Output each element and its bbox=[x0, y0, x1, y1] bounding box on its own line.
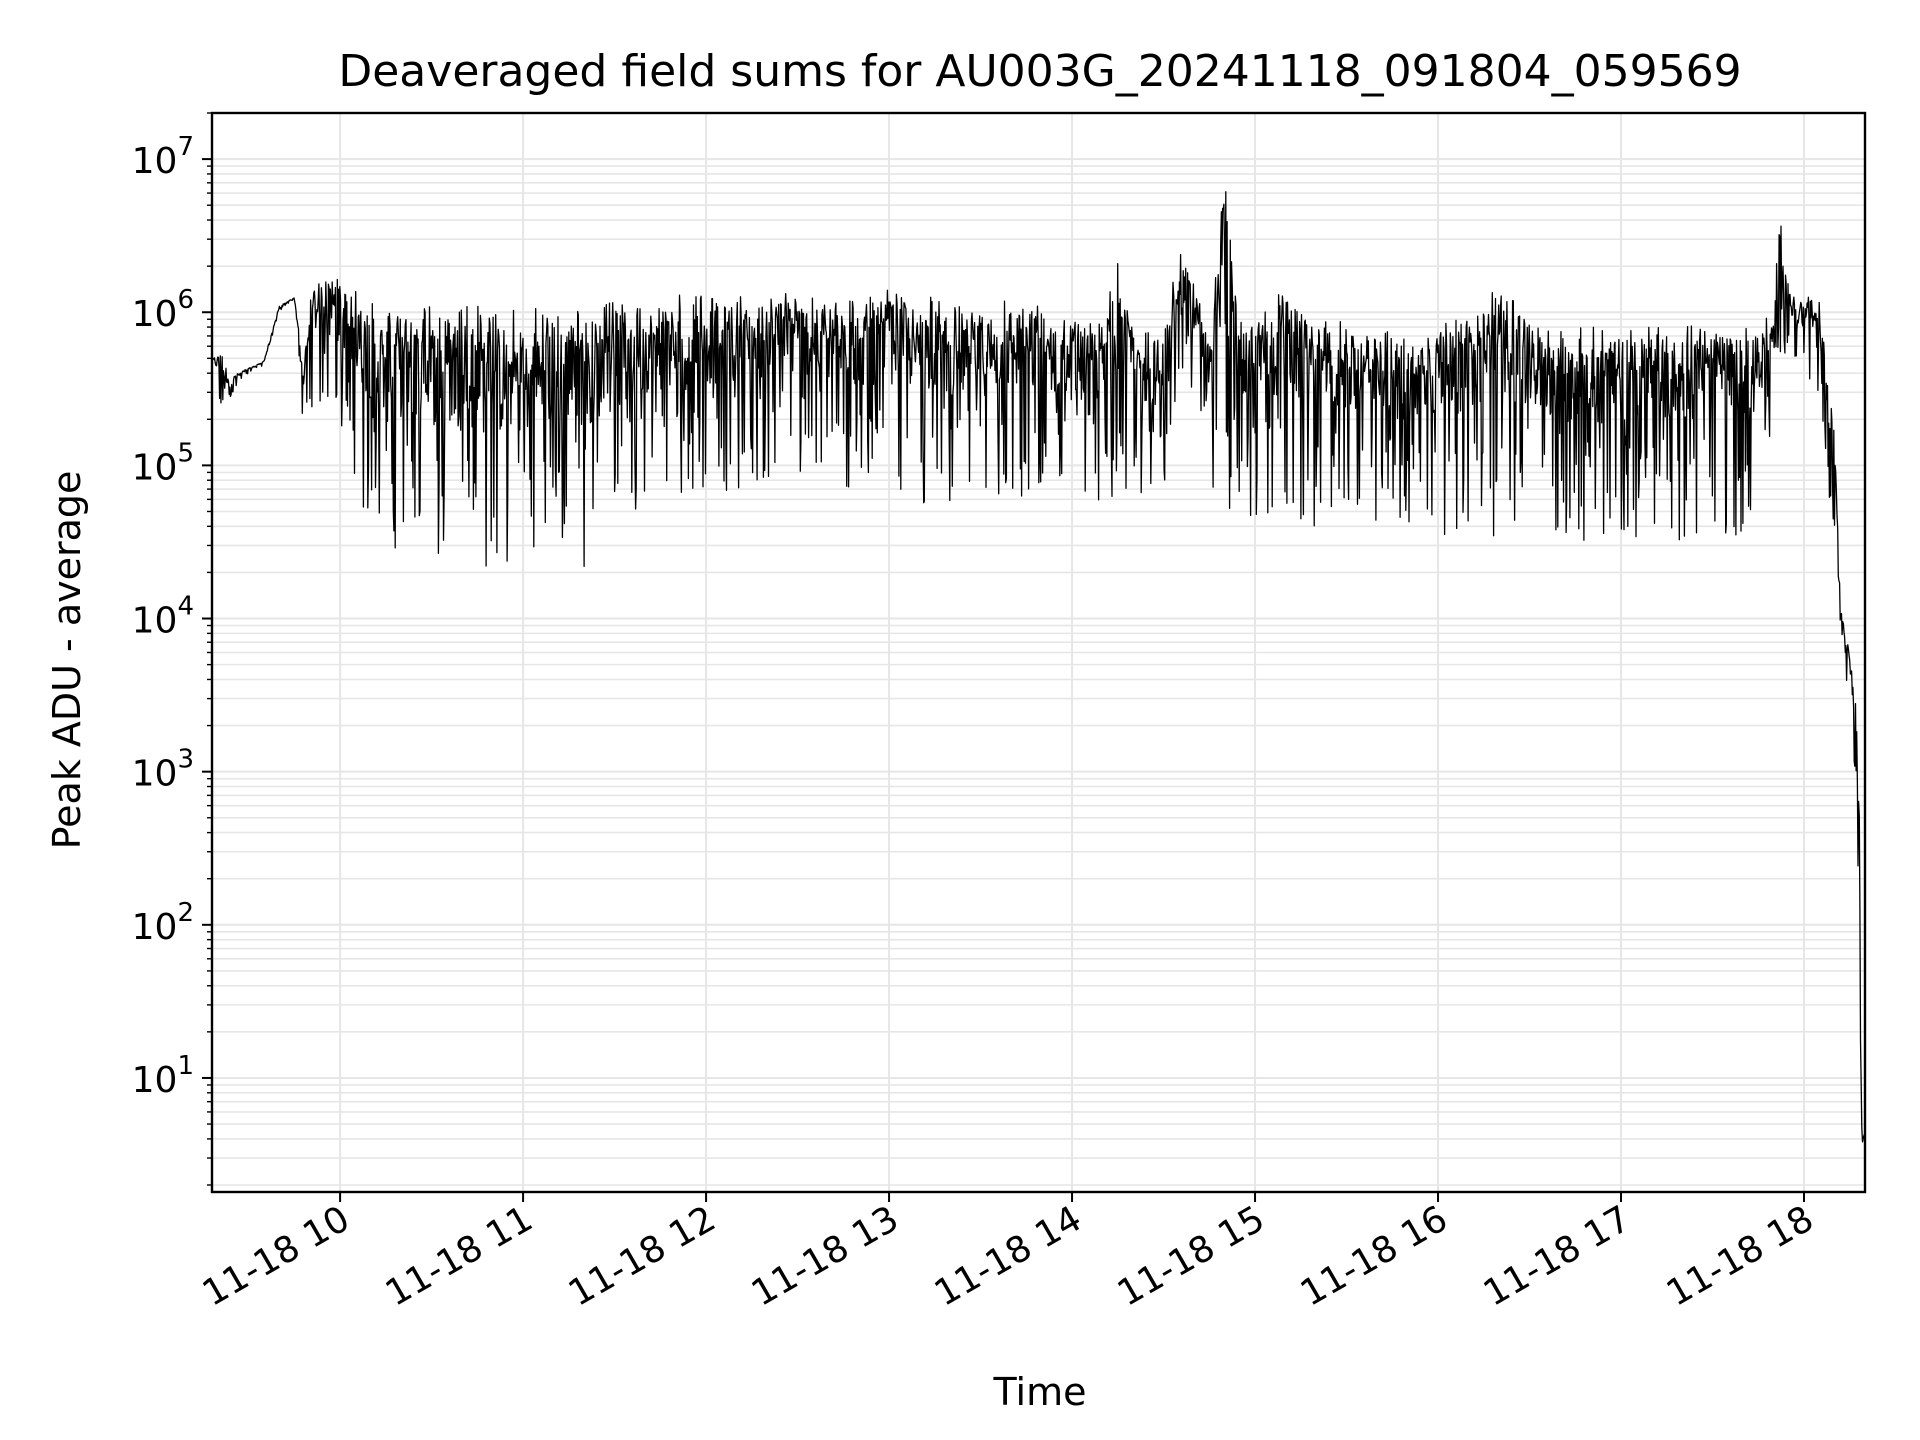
y-tick-label: 104 bbox=[132, 592, 194, 642]
y-axis-label: Peak ADU - average bbox=[45, 471, 89, 850]
y-tick-label: 107 bbox=[132, 132, 194, 182]
x-axis-label: Time bbox=[993, 1370, 1087, 1414]
series-line bbox=[211, 191, 1866, 1143]
y-tick-label: 106 bbox=[132, 285, 194, 335]
grid-lines bbox=[212, 112, 1865, 1192]
y-tick-label: 103 bbox=[132, 745, 194, 795]
y-tick-label: 105 bbox=[132, 438, 194, 488]
data-series-line bbox=[211, 191, 1866, 1143]
y-tick-label: 101 bbox=[132, 1051, 194, 1101]
chart-title: Deaveraged field sums for AU003G_2024111… bbox=[338, 46, 1741, 97]
y-tick-label: 102 bbox=[132, 898, 194, 948]
